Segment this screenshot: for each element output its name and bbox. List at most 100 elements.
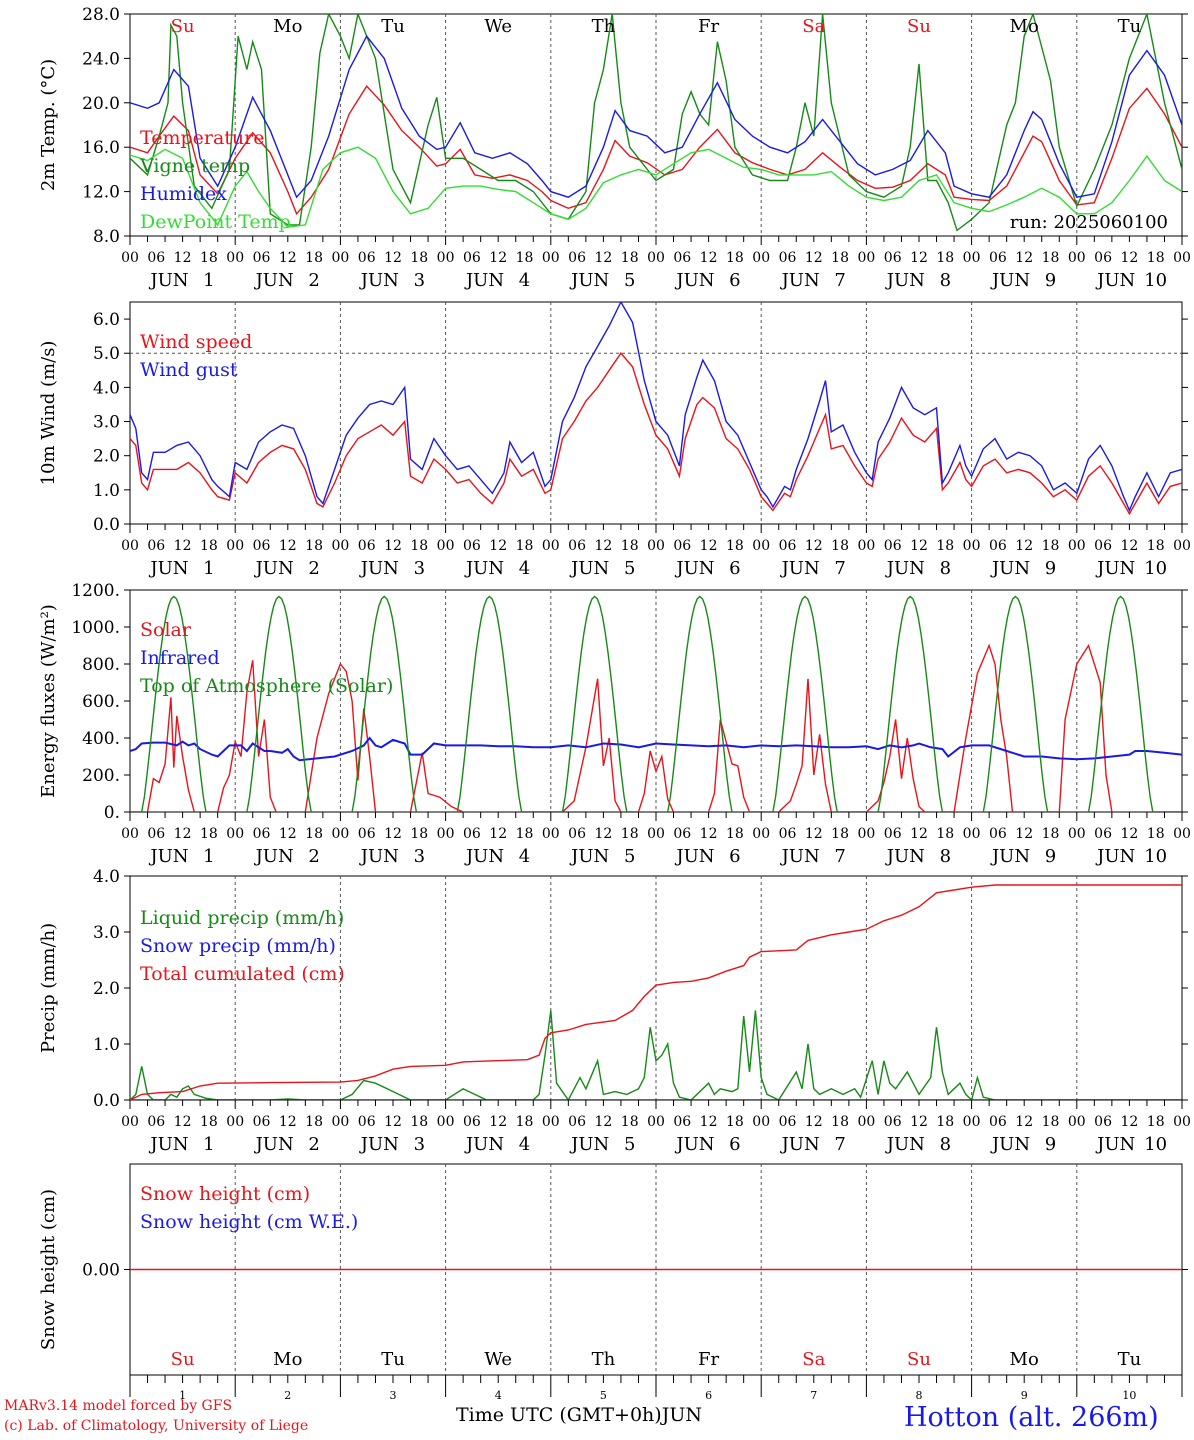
hour-tick-label: 06: [253, 250, 271, 266]
hour-tick-label: 00: [1068, 538, 1086, 554]
hour-tick-label: 18: [200, 1114, 218, 1130]
date-day-label: 1: [203, 846, 214, 867]
date-day-label: 10: [1122, 1389, 1136, 1402]
hour-tick-label: 00: [752, 538, 770, 554]
weekday-label: We: [484, 16, 512, 37]
date-day-label: 1: [203, 558, 214, 579]
date-day-label: 6: [729, 558, 740, 579]
hour-tick-label: 18: [936, 1114, 954, 1130]
date-month-label: JUN: [674, 1134, 714, 1155]
hour-tick-label: 00: [437, 538, 455, 554]
weekday-label: We: [484, 1349, 512, 1370]
date-month-label: JUN: [148, 558, 188, 579]
y-tick-label: 600.: [82, 692, 120, 712]
hour-tick-label: 00: [857, 1114, 875, 1130]
hour-tick-label: 12: [1015, 250, 1033, 266]
legend-entry: Total cumulated (cm): [140, 963, 345, 985]
hour-tick-label: 12: [384, 1114, 402, 1130]
weekday-label: Tu: [381, 1349, 405, 1370]
series-line-liquid-precip-mm-h-: [130, 1010, 1182, 1100]
date-day-label: 2: [284, 1389, 291, 1402]
date-day-label: 2: [308, 270, 319, 291]
legend-entry: Infrared: [140, 647, 220, 669]
hour-tick-label: 18: [936, 538, 954, 554]
y-tick-label: 800.: [82, 655, 120, 675]
date-day-label: 5: [624, 846, 635, 867]
hour-tick-label: 12: [279, 826, 297, 842]
date-month-label: JUN: [569, 846, 609, 867]
hour-tick-label: 18: [1042, 826, 1060, 842]
hour-tick-label: 18: [726, 826, 744, 842]
y-axis-label: 10m Wind (m/s): [38, 341, 59, 486]
legend-entry: Vigne temp: [139, 155, 250, 177]
hour-tick-label: 00: [437, 250, 455, 266]
date-month-label: JUN: [780, 846, 820, 867]
weekday-label: Mo: [1010, 1349, 1039, 1370]
hour-tick-label: 00: [647, 1114, 665, 1130]
date-day-label: 1: [203, 1134, 214, 1155]
date-day-label: 4: [519, 1134, 530, 1155]
hour-tick-label: 18: [726, 250, 744, 266]
date-month-label: JUN: [464, 1134, 504, 1155]
date-month-label: JUN: [885, 1134, 925, 1155]
hour-tick-label: 12: [805, 1114, 823, 1130]
date-month-label: JUN: [359, 558, 399, 579]
hour-tick-label: 06: [1094, 538, 1112, 554]
hour-tick-label: 00: [752, 826, 770, 842]
hour-tick-label: 12: [174, 1114, 192, 1130]
hour-tick-label: 12: [700, 250, 718, 266]
x-axis-label: Time UTC (GMT+0h): [456, 1404, 662, 1426]
hour-tick-label: 18: [305, 250, 323, 266]
series-line-temperature: [130, 85, 1182, 216]
hour-tick-label: 06: [673, 538, 691, 554]
hour-tick-label: 00: [963, 538, 981, 554]
hour-tick-label: 18: [516, 538, 534, 554]
date-day-label: 4: [495, 1389, 502, 1402]
hour-tick-label: 12: [1120, 538, 1138, 554]
hour-tick-label: 06: [358, 250, 376, 266]
y-axis-label: Energy fluxes (W/m²): [38, 604, 59, 798]
hour-tick-label: 12: [594, 250, 612, 266]
y-tick-label: 6.0: [93, 310, 120, 330]
x-axis-month: JUN: [661, 1404, 702, 1426]
hour-tick-label: 06: [989, 826, 1007, 842]
hour-tick-label: 12: [700, 1114, 718, 1130]
series-line-vigne-temp: [130, 14, 1182, 232]
hour-tick-label: 18: [726, 1114, 744, 1130]
hour-tick-label: 18: [516, 250, 534, 266]
y-tick-label: 5.0: [93, 344, 120, 364]
weekday-label: Mo: [1010, 16, 1039, 37]
hour-tick-label: 00: [1068, 250, 1086, 266]
hour-tick-label: 12: [279, 250, 297, 266]
date-day-label: 8: [940, 270, 951, 291]
hour-tick-label: 00: [542, 826, 560, 842]
hour-tick-label: 06: [779, 826, 797, 842]
legend-entry: DewPoint Temp: [140, 211, 291, 233]
date-month-label: JUN: [464, 558, 504, 579]
hour-tick-label: 06: [147, 1114, 165, 1130]
date-day-label: 5: [624, 270, 635, 291]
hour-tick-label: 00: [963, 250, 981, 266]
date-day-label: 4: [519, 270, 530, 291]
legend-entry: Wind gust: [140, 359, 238, 381]
hour-tick-label: 18: [1147, 1114, 1165, 1130]
y-tick-label: 1.0: [93, 1035, 120, 1055]
date-month-label: JUN: [990, 558, 1030, 579]
legend-entry: Top of Atmosphere (Solar): [140, 675, 393, 697]
hour-tick-label: 00: [437, 1114, 455, 1130]
hour-tick-label: 00: [1173, 826, 1191, 842]
hour-tick-label: 06: [779, 250, 797, 266]
hour-tick-label: 00: [1173, 250, 1191, 266]
hour-tick-label: 18: [200, 250, 218, 266]
hour-tick-label: 12: [384, 826, 402, 842]
hour-tick-label: 06: [358, 826, 376, 842]
y-tick-label: 4.0: [93, 867, 120, 887]
hour-tick-label: 18: [410, 538, 428, 554]
hour-tick-label: 18: [410, 1114, 428, 1130]
hour-tick-label: 06: [568, 1114, 586, 1130]
hour-tick-label: 18: [1147, 538, 1165, 554]
hour-tick-label: 06: [989, 1114, 1007, 1130]
date-month-label: JUN: [569, 270, 609, 291]
date-day-label: 10: [1144, 1134, 1167, 1155]
